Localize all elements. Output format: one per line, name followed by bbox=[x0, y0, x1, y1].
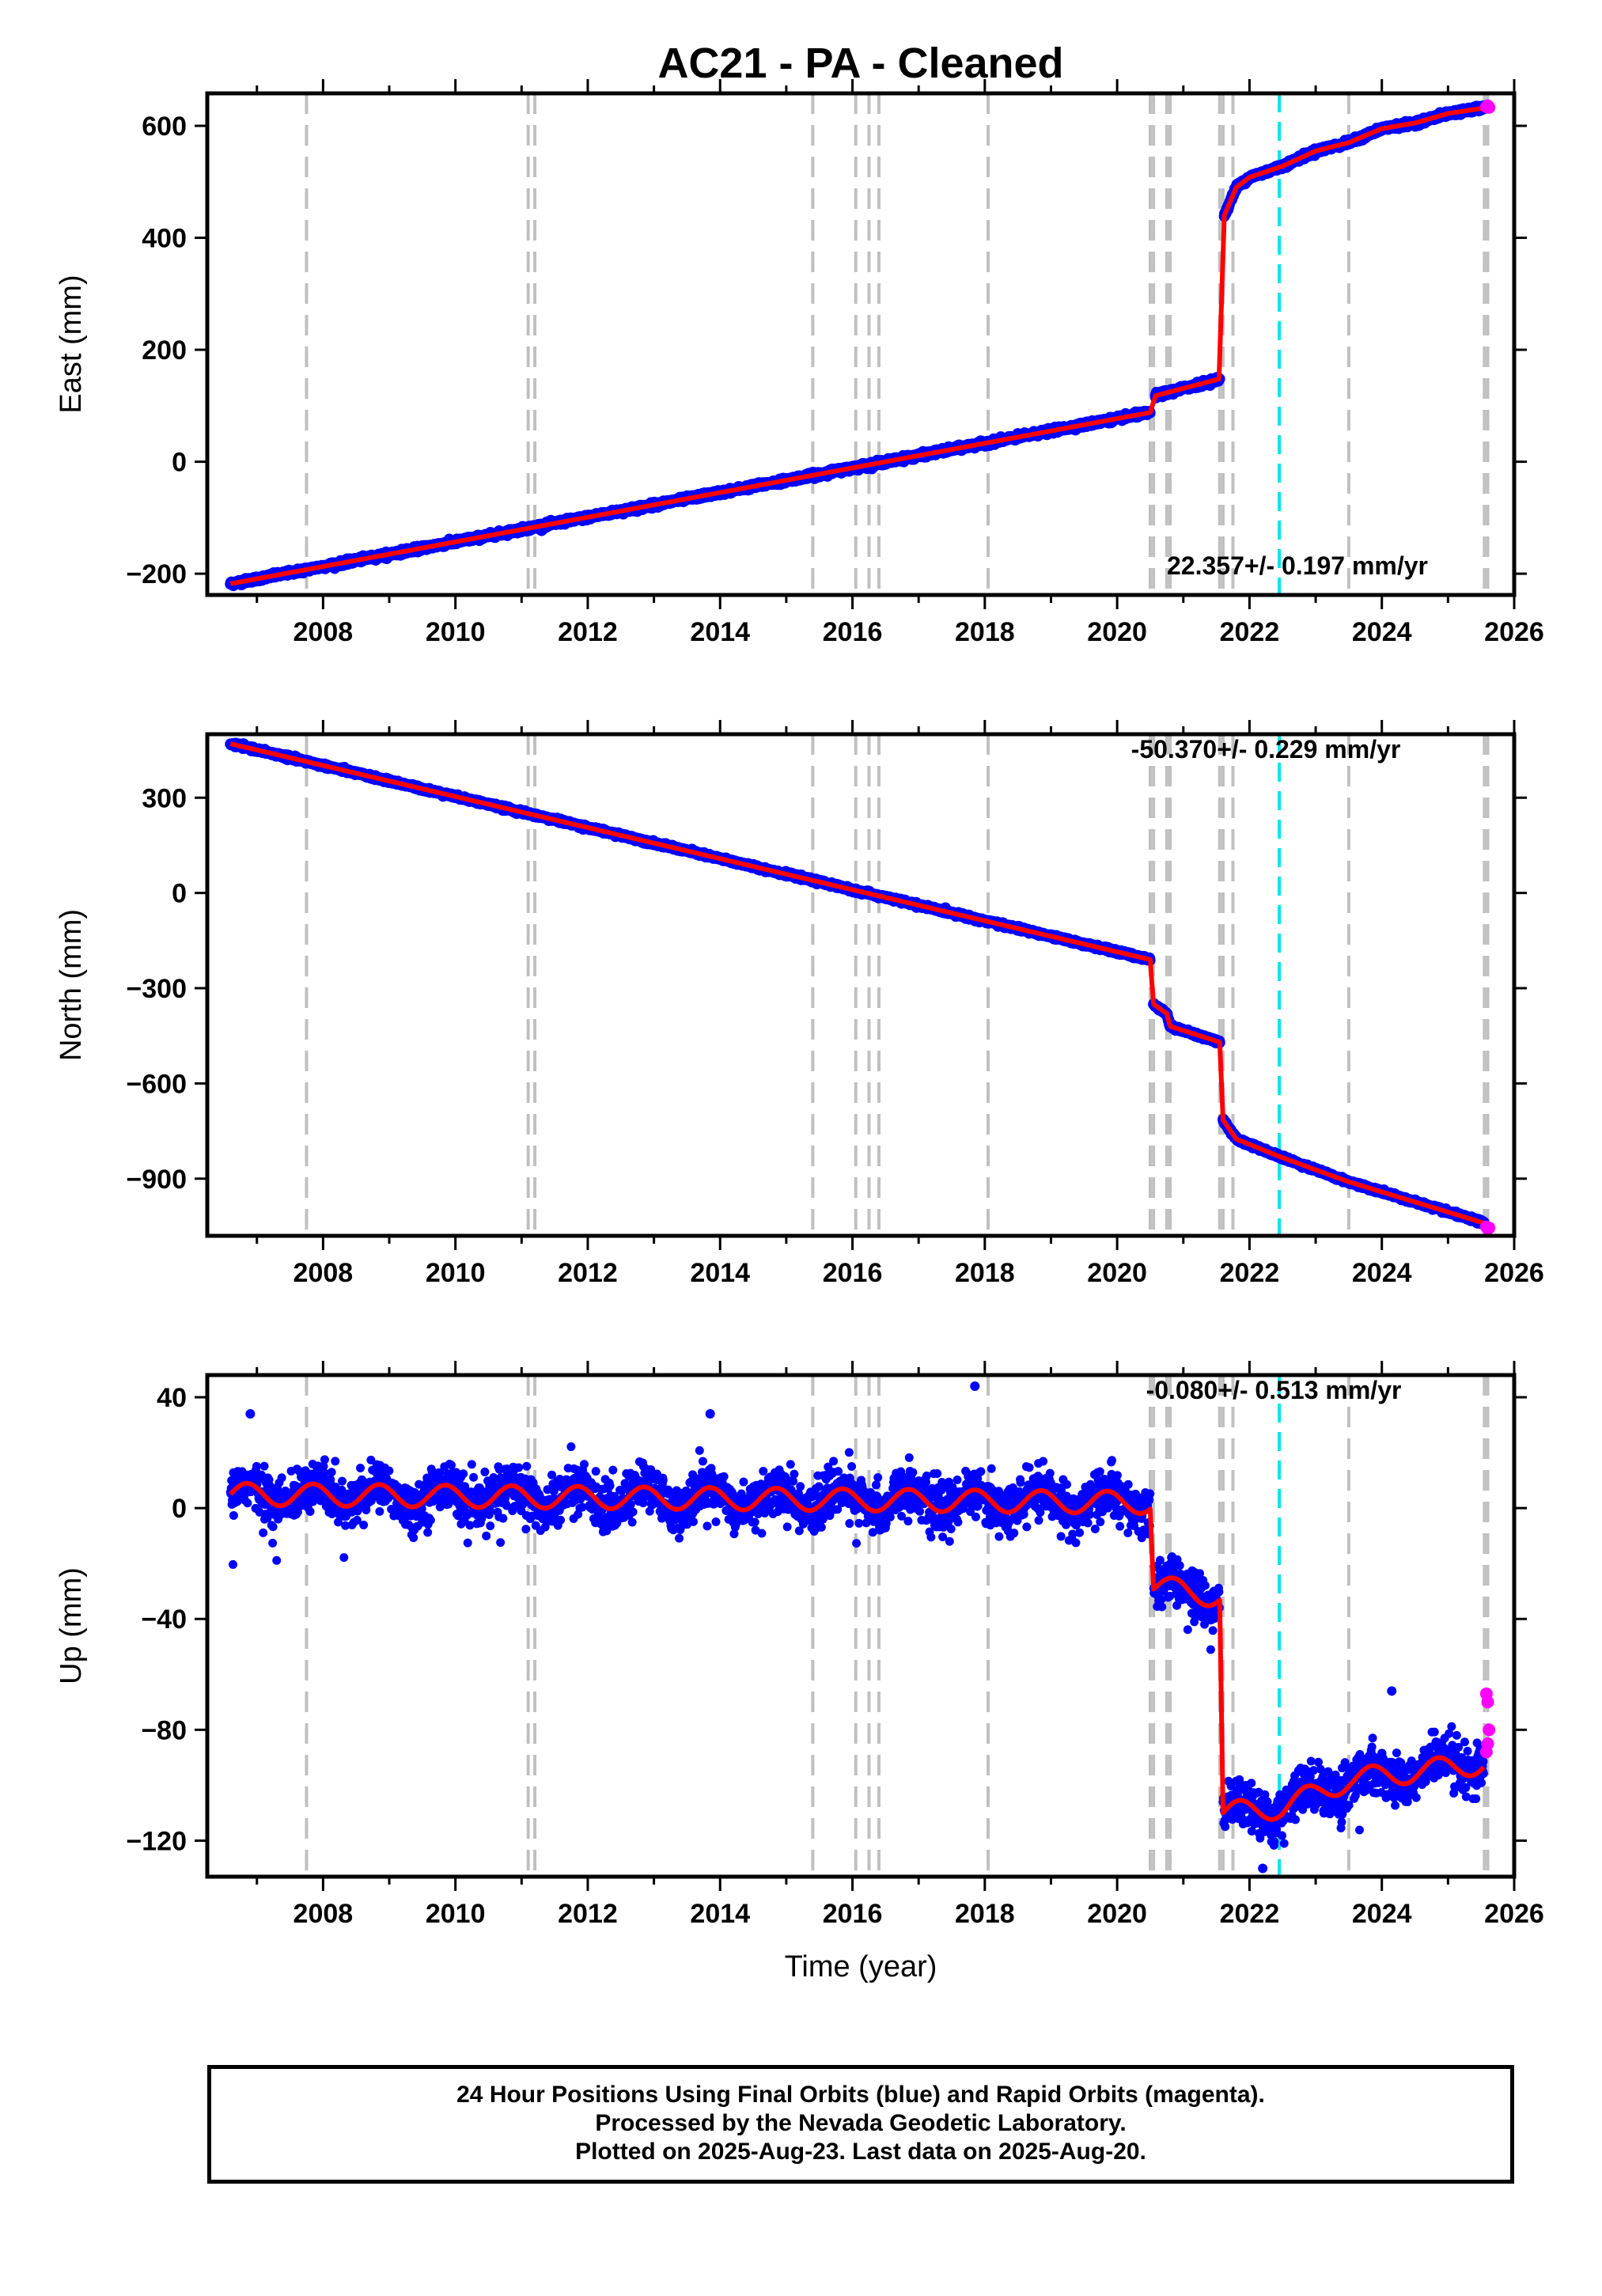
east-x-tick-label: 2016 bbox=[823, 617, 883, 647]
east-x-tick-label: 2026 bbox=[1484, 617, 1544, 647]
east-y-tick-label: 400 bbox=[142, 224, 187, 254]
east-x-tick-label: 2020 bbox=[1087, 617, 1147, 647]
east-final-orbit-points bbox=[225, 100, 1490, 592]
east-x-tick-label: 2008 bbox=[294, 617, 354, 647]
east-x-tick-label: 2010 bbox=[426, 617, 486, 647]
east-y-tick-label: 0 bbox=[172, 448, 187, 478]
east-x-tick-label: 2014 bbox=[690, 617, 750, 647]
east-x-tick-label: 2022 bbox=[1220, 617, 1280, 647]
east-plot-frame bbox=[205, 91, 1517, 597]
east-y-tick-label: 600 bbox=[142, 112, 187, 142]
east-rate-label: 22.357+/- 0.197 mm/yr bbox=[1167, 551, 1428, 580]
east-x-tick-label: 2024 bbox=[1352, 617, 1412, 647]
chart-title: AC21 - PA - Cleaned bbox=[657, 40, 1063, 87]
east-y-tick-label: −200 bbox=[126, 559, 187, 589]
east-x-tick-label: 2018 bbox=[955, 617, 1015, 647]
north-panel: 2008 2010 2012 2014 2016 2018 2020 2022 2024 2026… bbox=[55, 720, 1544, 1288]
east-panel: 2008 2010 2012 2014 2016 2018 2020 2022 2024 2026… bbox=[55, 79, 1544, 647]
east-rapid-point bbox=[1483, 100, 1496, 114]
east-x-tick-label: 2012 bbox=[558, 617, 618, 647]
east-y-axis-title: East (mm) bbox=[55, 275, 88, 413]
east-y-tick-label: 200 bbox=[142, 335, 187, 366]
